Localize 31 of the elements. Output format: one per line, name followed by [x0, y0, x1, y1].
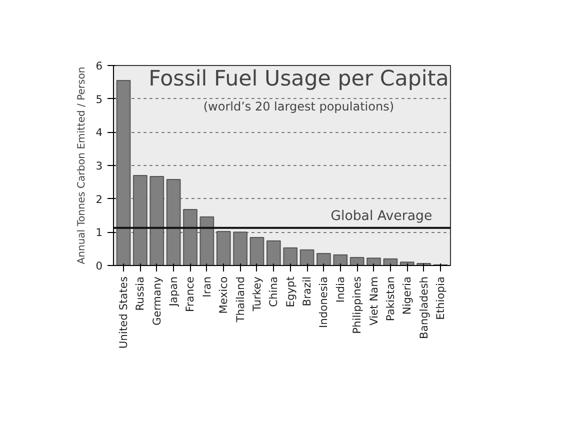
x-tick-label: Bangladesh [417, 276, 430, 339]
y-tick-label: 1 [96, 226, 102, 240]
y-tick-label: 6 [96, 60, 103, 72]
y-tick-label: 0 [96, 260, 103, 272]
x-tick-label: Japan [167, 276, 180, 308]
chart-title: Fossil Fuel Usage per Capita [148, 66, 449, 92]
x-tick-label: Thailand [234, 276, 247, 324]
x-tick-label: France [184, 276, 197, 312]
x-tick-label: Ethiopia [434, 276, 447, 320]
x-tick-label: Indonesia [317, 276, 330, 328]
x-tick-label: China [267, 276, 280, 307]
x-tick-label: Mexico [217, 276, 230, 314]
x-tick-label: Pakistan [384, 276, 397, 322]
y-axis-title: Annual Tonnes Carbon Emitted / Person [76, 66, 88, 264]
x-tick-label: Nigeria [400, 276, 414, 315]
ref-line-label: Global Average [330, 208, 432, 224]
x-tick-label: Iran [200, 276, 214, 298]
y-tick-label: 5 [96, 92, 102, 106]
x-tick-label: United States [117, 276, 130, 349]
x-tick-label: Viet Nam [367, 276, 380, 326]
x-tick-label: Germany [150, 276, 164, 326]
y-tick-label: 3 [96, 160, 102, 172]
x-tick-label: Russia [134, 276, 147, 311]
x-tick-label: Brazil [300, 276, 314, 306]
x-tick-label: India [334, 276, 347, 303]
x-tick-label: Egypt [284, 276, 297, 308]
y-tick-label: 4 [96, 126, 103, 140]
text: (world’s 20 largest populations) [203, 100, 394, 114]
x-tick-label: Philippines [350, 276, 364, 334]
x-tick-label: Turkey [250, 276, 264, 312]
y-tick-label: 2 [96, 192, 102, 206]
